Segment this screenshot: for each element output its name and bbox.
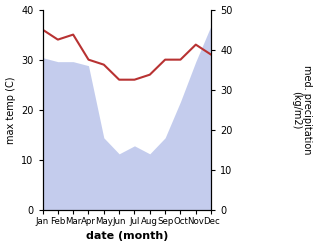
Y-axis label: max temp (C): max temp (C) xyxy=(5,76,16,144)
Y-axis label: med. precipitation
(kg/m2): med. precipitation (kg/m2) xyxy=(291,65,313,155)
X-axis label: date (month): date (month) xyxy=(86,231,168,242)
